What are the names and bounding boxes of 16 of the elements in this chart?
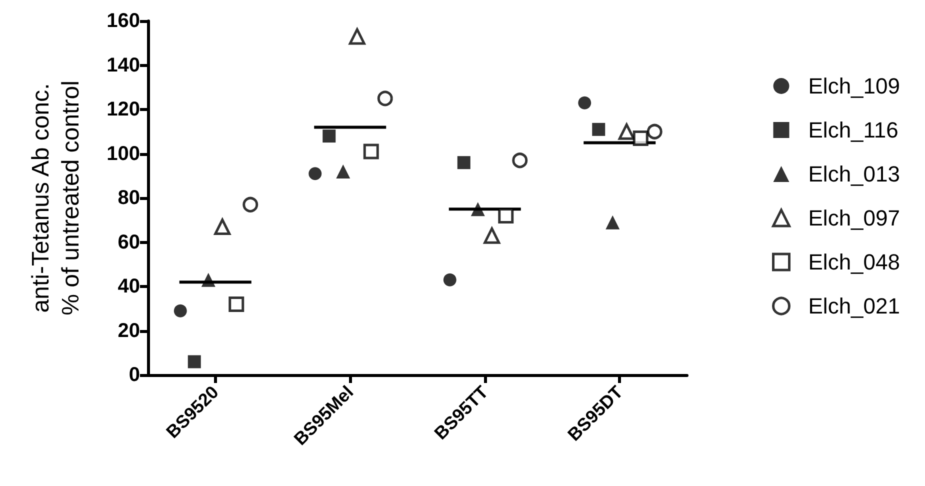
y-tick-label: 120 xyxy=(106,98,140,120)
y-tick-label: 0 xyxy=(128,364,140,386)
y-tick-label: 100 xyxy=(106,142,140,165)
y-tick-label: 160 xyxy=(106,10,140,32)
legend-label: Elch_021 xyxy=(808,294,900,318)
y-tick-label: 40 xyxy=(118,276,140,298)
y-tick-label: 20 xyxy=(118,320,140,342)
y-tick-label: 140 xyxy=(106,54,140,76)
legend-label: Elch_109 xyxy=(808,74,900,98)
legend-label: Elch_048 xyxy=(808,250,900,274)
legend-label: Elch_116 xyxy=(808,118,898,142)
y-tick-label: 60 xyxy=(118,231,140,254)
y-axis-title: anti-Tetanus Ab conc. % of untreated control xyxy=(28,80,84,316)
legend-label: Elch_097 xyxy=(808,206,900,230)
y-tick-label: 80 xyxy=(118,187,140,209)
legend-label: Elch_013 xyxy=(808,162,900,186)
